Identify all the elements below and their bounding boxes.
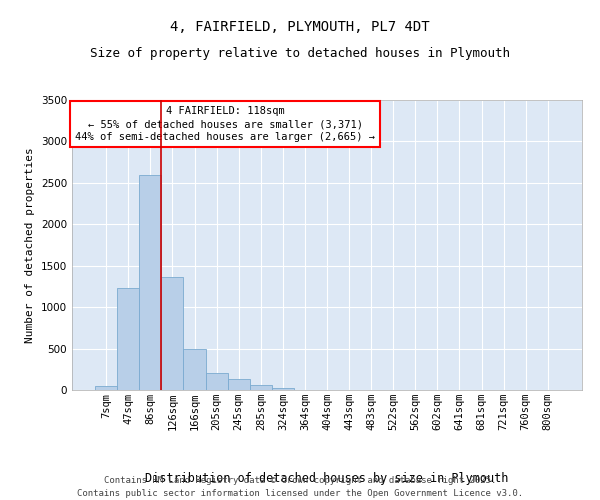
Bar [272, 388, 294, 390]
Bar [206, 374, 227, 390]
Text: Contains HM Land Registry data © Crown copyright and database right 2025.
Contai: Contains HM Land Registry data © Crown c… [77, 476, 523, 498]
Text: Size of property relative to detached houses in Plymouth: Size of property relative to detached ho… [90, 48, 510, 60]
Bar [95, 386, 117, 390]
Bar [250, 386, 272, 390]
X-axis label: Distribution of detached houses by size in Plymouth: Distribution of detached houses by size … [145, 472, 509, 485]
Text: 4 FAIRFIELD: 118sqm
← 55% of detached houses are smaller (3,371)
44% of semi-det: 4 FAIRFIELD: 118sqm ← 55% of detached ho… [75, 106, 375, 142]
Bar [161, 278, 184, 390]
Y-axis label: Number of detached properties: Number of detached properties [25, 147, 35, 343]
Bar [227, 379, 250, 390]
Bar [184, 348, 206, 390]
Bar [117, 288, 139, 390]
Text: 4, FAIRFIELD, PLYMOUTH, PL7 4DT: 4, FAIRFIELD, PLYMOUTH, PL7 4DT [170, 20, 430, 34]
Bar [139, 174, 161, 390]
